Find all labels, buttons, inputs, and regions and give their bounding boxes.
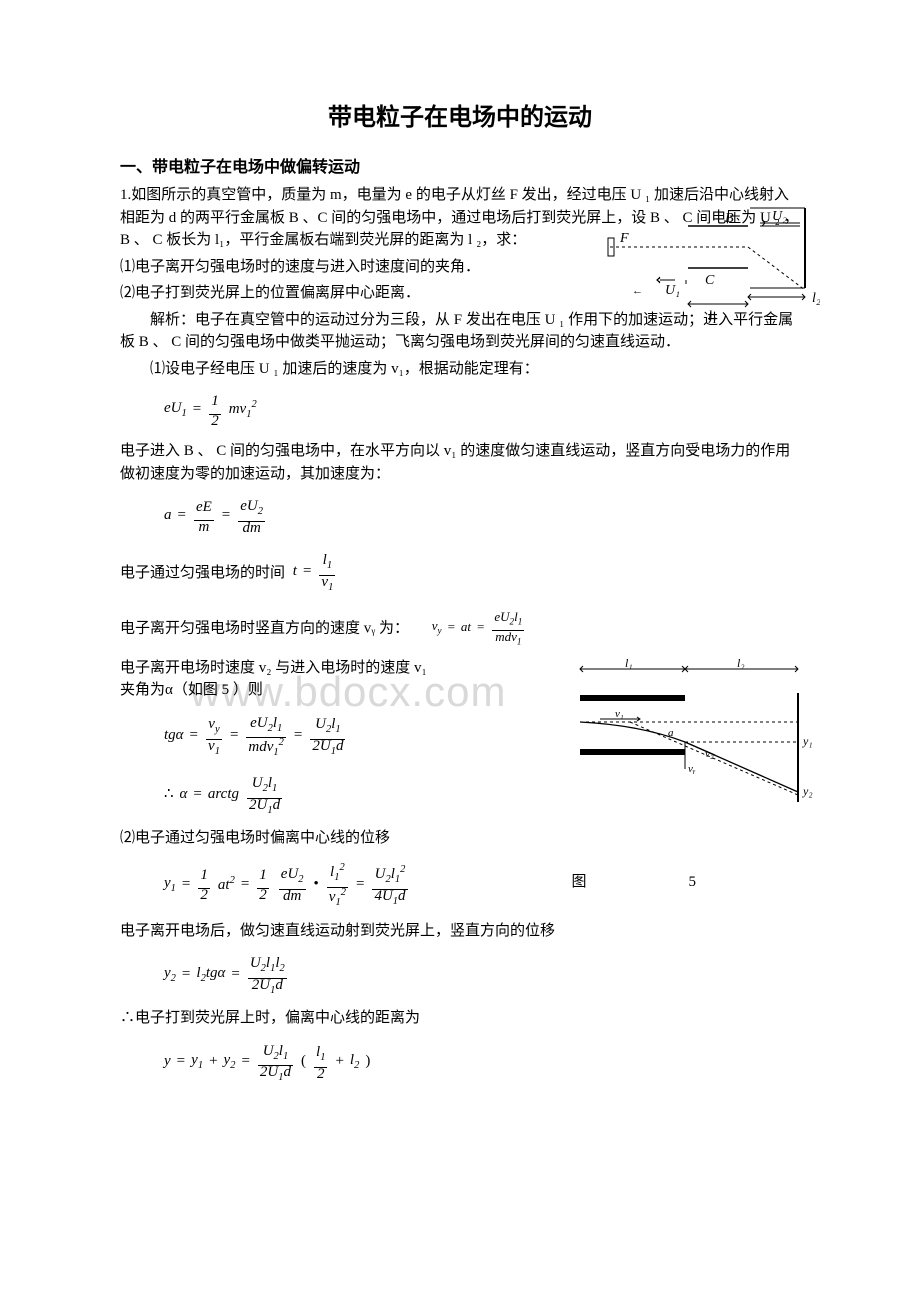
- section-heading: 一、带电粒子在电场中做偏转运动: [120, 156, 800, 180]
- figure-1: F B C U₂ U₁ l₁: [590, 202, 820, 340]
- svg-text:B: B: [725, 211, 734, 226]
- svg-text:y₂: y₂: [802, 784, 813, 798]
- figure-2: l₁ l₂ v₁ v₂ vᵧ: [540, 657, 820, 815]
- page-title: 带电粒子在电场中的运动: [120, 100, 800, 136]
- step-7-text: 电子离开电场后，做匀速直线运动射到荧光屏上，竖直方向的位移: [120, 920, 800, 943]
- svg-text:vᵧ: vᵧ: [688, 763, 696, 775]
- step-2-text: 电子进入 B 、 C 间的匀强电场中，在水平方向以 v₁ 的速度做匀速直线运动，…: [120, 440, 800, 485]
- step-4-text: 电子离开匀强电场时竖直方向的速度 vᵧ 为： vy=at= eU2l1mdv1: [120, 605, 800, 653]
- step-1-text: ⑴设电子经电压 U ₁ 加速后的速度为 v₁，根据动能定理有：: [120, 358, 800, 381]
- svg-text:U₂: U₂: [772, 209, 787, 224]
- eq-ytotal: y=y1+y2= U2l12U1d ( l12 +l2): [160, 1038, 800, 1087]
- step-6-text: ⑵电子通过匀强电场时偏离中心线的位移: [120, 827, 800, 850]
- step-5-text: 电子离开电场时速度 v₂ 与进入电场时的速度 v₁ 夹角为α（如图 5 ）则: [120, 657, 440, 702]
- svg-text:l₁: l₁: [708, 309, 717, 324]
- svg-text:l₂: l₂: [812, 291, 820, 306]
- svg-text:U₁: U₁: [665, 283, 680, 298]
- svg-text:a: a: [668, 727, 674, 739]
- step-8-text: ∴电子打到荧光屏上时，偏离中心线的距离为: [120, 1007, 800, 1030]
- svg-text:F: F: [619, 231, 629, 246]
- svg-text:C: C: [705, 273, 715, 288]
- svg-text:v₁: v₁: [615, 708, 624, 720]
- svg-text:l₁: l₁: [625, 657, 633, 670]
- svg-text:←: ←: [632, 285, 643, 297]
- svg-text:y₁: y₁: [802, 734, 813, 748]
- eq-y2: y2=l2tgα= U2l1l22U1d: [160, 950, 800, 999]
- svg-text:l₂: l₂: [737, 657, 745, 670]
- problem-block: 1.如图所示的真空管中，质量为 m，电量为 e 的电子从灯丝 F 发出，经过电压…: [120, 184, 800, 1087]
- eq-kinetic: eU1= 12 mv12: [160, 388, 800, 432]
- figure-5-caption: 图 5: [571, 871, 720, 894]
- step-3-text: 电子通过匀强电场的时间 t= l1v1: [120, 547, 800, 601]
- eq-accel: a= eEm = eU2dm: [160, 493, 800, 539]
